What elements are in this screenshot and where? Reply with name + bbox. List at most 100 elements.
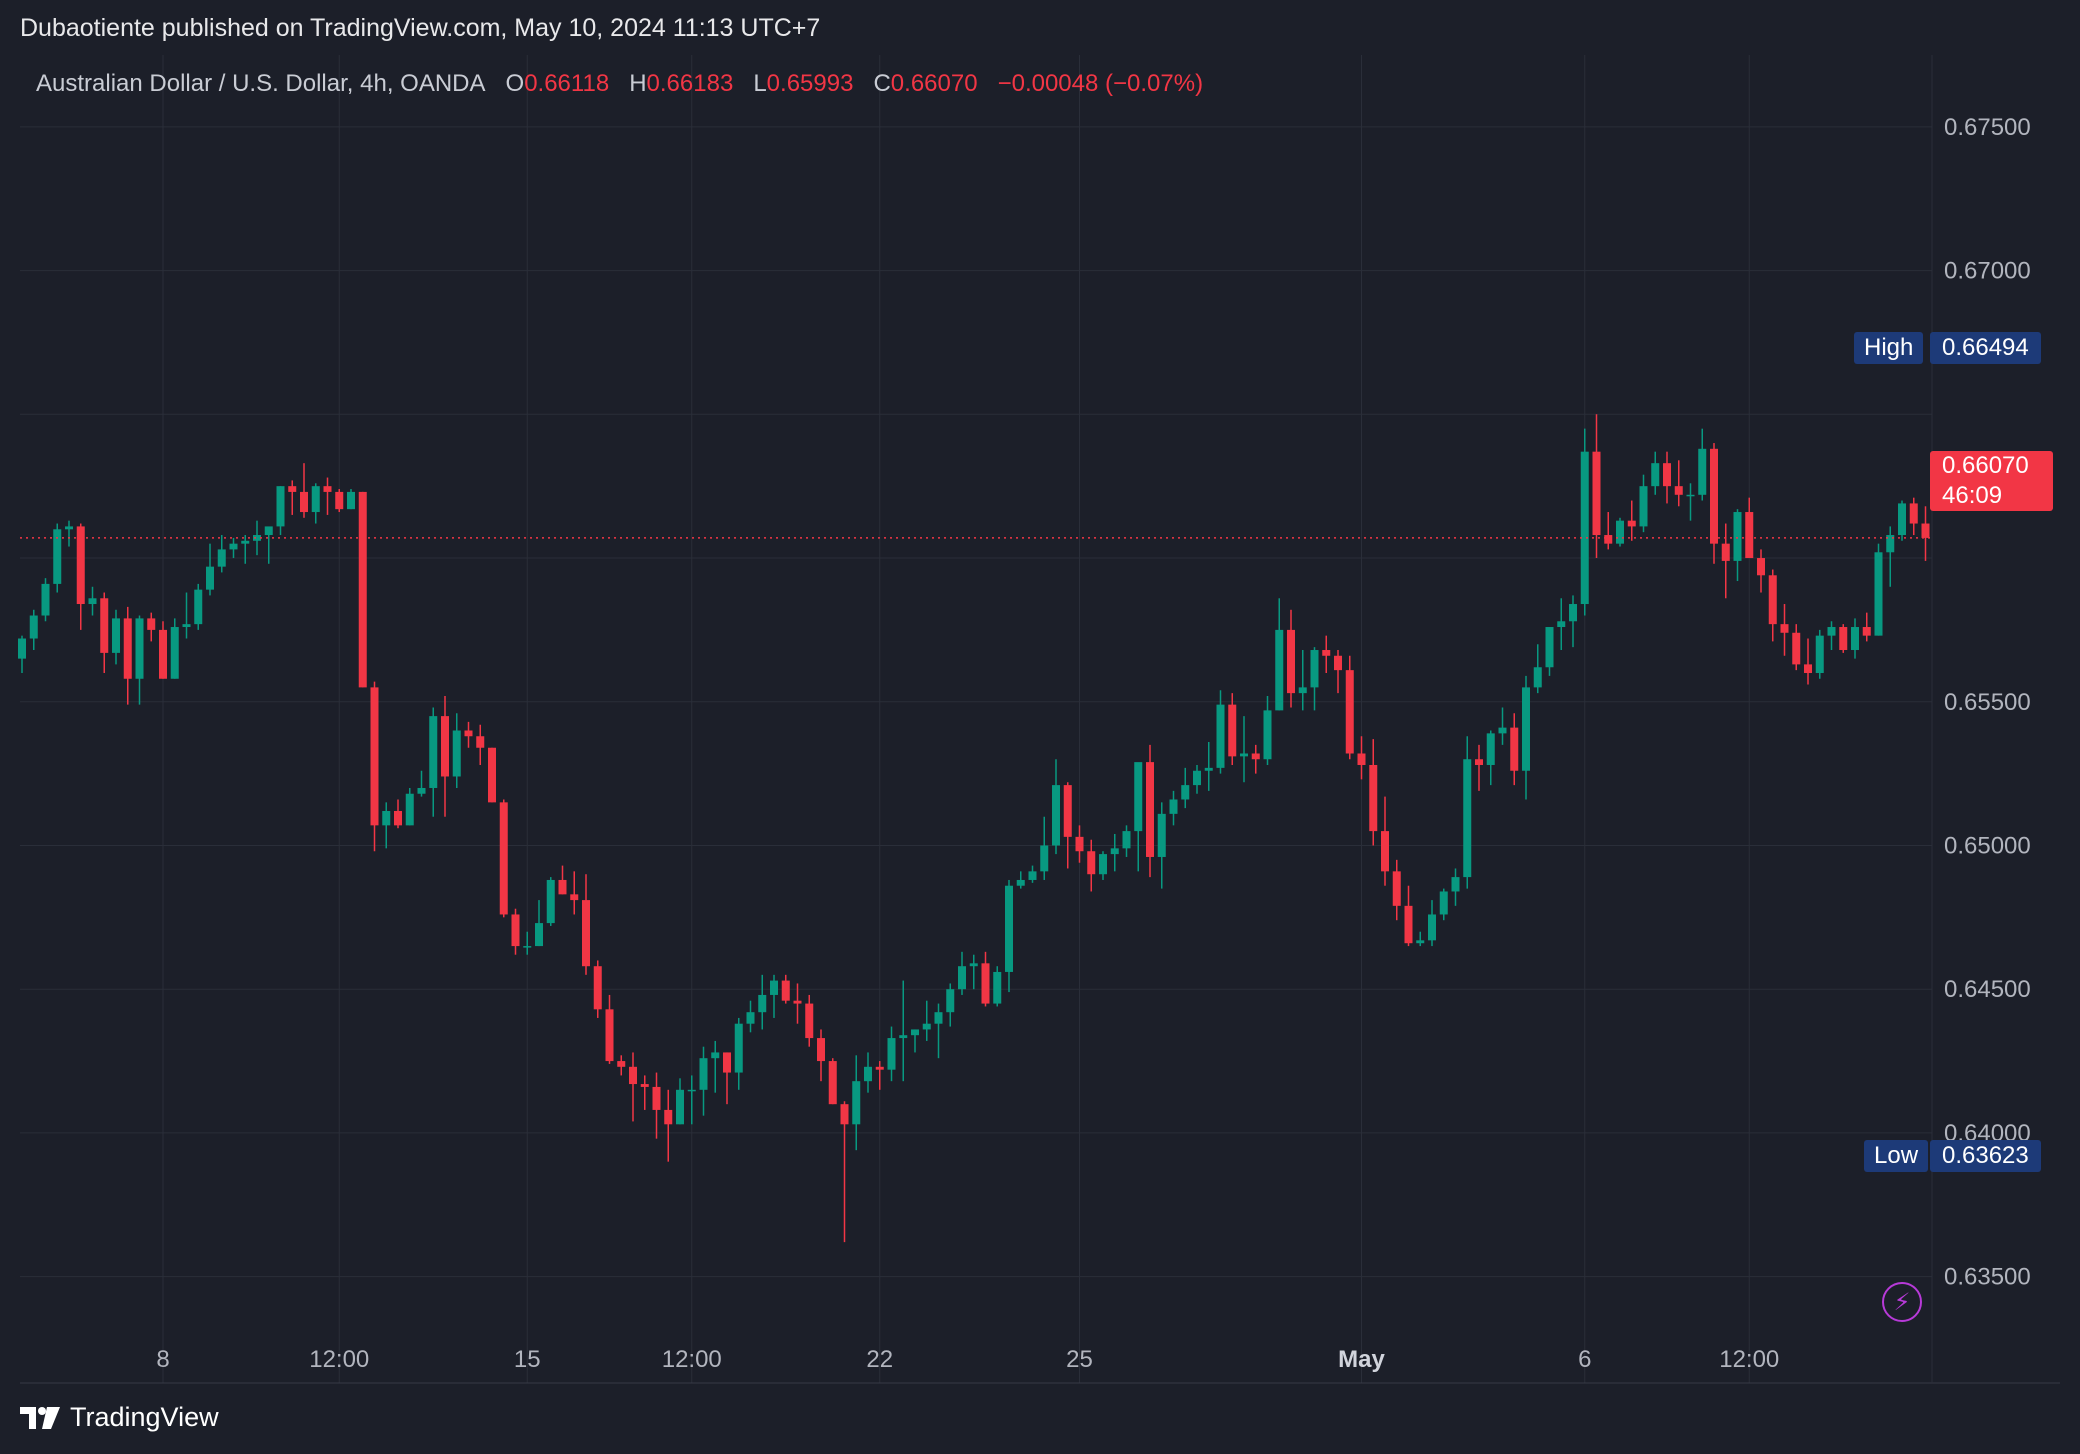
candle-up [170, 618, 179, 679]
candle-body [1862, 627, 1871, 636]
candle-body [1569, 604, 1577, 622]
candle-up [1580, 428, 1589, 616]
candle-body [1110, 848, 1119, 855]
current-price-tag: 0.66070 46:09 [1930, 451, 2053, 511]
candle-up [347, 489, 355, 510]
time-axis[interactable]: 8 12:00 15 12:00 22 25 May 6 12:00 [156, 1346, 1779, 1373]
candle-down [1792, 624, 1801, 671]
candle-body [934, 1012, 943, 1024]
candle-body [864, 1066, 872, 1082]
candle-body [147, 618, 156, 630]
candle-up [934, 1003, 943, 1059]
candle-up [1557, 598, 1566, 651]
candle-body [1710, 448, 1718, 544]
candle-body [1075, 836, 1084, 852]
candle-up [734, 1017, 743, 1090]
candle-up [1533, 644, 1542, 694]
candle-up [1522, 675, 1530, 800]
candle-body [1439, 891, 1448, 915]
time-axis-label: May [1338, 1346, 1385, 1373]
candle-body [570, 894, 579, 901]
legend-high-value: 0.66183 [646, 70, 734, 97]
candle-body [1674, 486, 1683, 495]
legend-symbol[interactable]: Australian Dollar / U.S. Dollar, 4h, OAN… [36, 70, 486, 97]
candle-body [1627, 520, 1636, 527]
time-axis-label: 12:00 [309, 1346, 369, 1373]
candle-down [1392, 859, 1401, 921]
published-by-line: Dubaotiente published on TradingView.com… [20, 14, 821, 42]
candle-body [958, 966, 966, 990]
candle-body [1334, 655, 1342, 671]
candle-body [1780, 624, 1789, 633]
candle-up [1204, 741, 1213, 791]
candle-body [1698, 448, 1707, 495]
candle-down [358, 491, 367, 688]
candle-down [499, 799, 508, 918]
candle-body [452, 730, 461, 777]
candle-body [206, 566, 214, 590]
candle-body [123, 618, 132, 679]
candle-body [241, 540, 250, 544]
candle-body [1181, 785, 1190, 800]
legend-high-label: H [629, 70, 647, 97]
tradingview-brand[interactable]: TradingView [20, 1402, 219, 1433]
candle-down [1334, 650, 1342, 694]
candle-body [899, 1035, 908, 1039]
candle-body [734, 1023, 743, 1073]
candle-body [217, 549, 226, 567]
candle-up [135, 615, 144, 705]
candle-body [1686, 494, 1695, 497]
candle-body [1874, 552, 1883, 636]
candle-body [887, 1038, 896, 1070]
candle-down [1663, 451, 1671, 504]
price-axis-label: 0.64500 [1944, 976, 2031, 1003]
candle-body [1475, 759, 1483, 765]
candle-up [1616, 517, 1624, 547]
candle-down [593, 960, 602, 1018]
candle-up [311, 483, 320, 524]
candle-down [582, 874, 590, 975]
candle-body [1616, 520, 1624, 544]
candle-up [958, 951, 966, 995]
candle-body [911, 1029, 919, 1036]
candle-body [18, 638, 26, 659]
candle-up [1733, 509, 1742, 582]
candle-body [1792, 632, 1801, 665]
candle-up [1686, 483, 1695, 521]
price-axis-label: 0.63500 [1944, 1264, 2031, 1291]
candle-body [1005, 885, 1013, 972]
candle-down [300, 463, 308, 518]
candle-body [1345, 670, 1354, 754]
candle-down [100, 592, 109, 674]
candle-up [1181, 767, 1190, 809]
candle-down [817, 1029, 825, 1082]
candle-body [1298, 687, 1307, 694]
candle-body [1486, 733, 1495, 765]
candle-down [981, 951, 990, 1007]
candle-body [76, 526, 85, 605]
candle-up [1698, 428, 1707, 501]
candle-down [1287, 609, 1295, 708]
candle-body [1028, 871, 1037, 880]
candle-body [194, 589, 203, 625]
candle-down [76, 523, 85, 630]
candle-body [781, 980, 790, 1001]
lightning-icon[interactable]: ⚡ [1882, 1282, 1922, 1322]
candle-body [1463, 759, 1472, 878]
price-axis[interactable]: 0.675000.670000.655000.650000.645000.640… [1944, 114, 2031, 1291]
candle-body [828, 1061, 837, 1105]
candle-body [1545, 627, 1554, 668]
candle-up [1651, 451, 1660, 495]
candle-up [276, 486, 285, 536]
candle-down [558, 865, 567, 895]
candle-body [1721, 543, 1730, 561]
candle-body [1122, 831, 1131, 849]
candle-down [1780, 604, 1789, 656]
candle-down [1839, 624, 1848, 653]
candle-body [875, 1066, 884, 1070]
candle-body [511, 914, 520, 947]
legend-low-value: 0.65993 [766, 70, 854, 97]
tradingview-logo-icon [20, 1406, 60, 1429]
candle-up [1193, 764, 1201, 794]
